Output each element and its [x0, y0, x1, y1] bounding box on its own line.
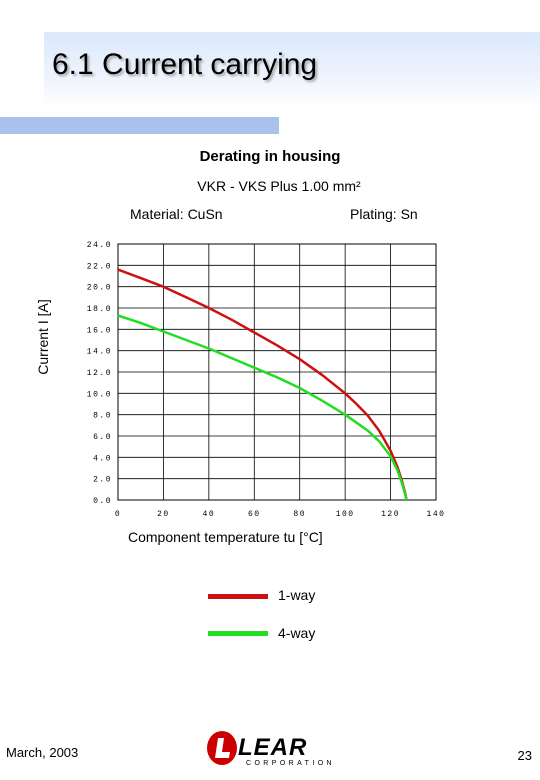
legend-label-1way: 1-way [278, 587, 316, 603]
x-tick-label: 120 [381, 510, 400, 519]
y-tick-label: 0.0 [93, 497, 112, 506]
material-label: Material: CuSn [130, 206, 223, 222]
x-tick-label: 60 [248, 510, 261, 519]
y-tick-label: 18.0 [87, 305, 112, 314]
y-tick-label: 6.0 [93, 433, 112, 442]
series-line-4way [117, 314, 408, 501]
series-line-1way [117, 268, 408, 501]
chart-tick-labels: 0 20 40 60 80 100 120 140 0.0 2.0 4.0 6.0 8.0 10.0 12.… [87, 241, 446, 519]
x-tick-label: 40 [203, 510, 216, 519]
x-tick-label: 20 [157, 510, 170, 519]
x-tick-label: 80 [293, 510, 306, 519]
y-tick-label: 20.0 [87, 284, 112, 293]
y-tick-label: 22.0 [87, 262, 112, 271]
legend-label-4way: 4-way [278, 625, 316, 641]
y-tick-label: 4.0 [93, 454, 112, 463]
x-tick-label: 140 [427, 510, 446, 519]
page-number: 23 [517, 748, 532, 763]
derating-chart: 0 20 40 60 80 100 120 140 0.0 2.0 4.0 6.0 8.0 10.0 12.… [35, 241, 446, 545]
x-tick-label: 0 [115, 510, 121, 519]
chart-series [117, 268, 408, 501]
chart-title: Derating in housing [199, 148, 341, 165]
y-tick-label: 24.0 [87, 241, 112, 250]
y-tick-label: 16.0 [87, 326, 112, 335]
logo-subtext: CORPORATION [246, 760, 335, 767]
y-tick-label: 2.0 [93, 476, 112, 485]
y-tick-label: 8.0 [93, 412, 112, 421]
logo-wordmark: LEAR [238, 734, 308, 761]
plating-label: Plating: Sn [350, 206, 418, 222]
y-axis-label: Current I [A] [35, 299, 51, 374]
legend-swatch-1way [208, 594, 268, 599]
chart-subtitle: VKR - VKS Plus 1.00 mm² [197, 178, 361, 194]
x-axis-label: Component temperature tu [°C] [128, 529, 323, 545]
lear-logo: LEAR CORPORATION [206, 730, 336, 774]
footer-date: March, 2003 [6, 745, 79, 760]
chart-grid [117, 243, 437, 501]
y-tick-label: 12.0 [87, 369, 112, 378]
x-tick-label: 100 [336, 510, 355, 519]
y-tick-label: 14.0 [87, 348, 112, 357]
lear-logo-icon [207, 731, 237, 765]
title-band [44, 32, 540, 108]
y-tick-label: 10.0 [87, 390, 112, 399]
accent-bar [0, 117, 279, 134]
legend-swatch-4way [208, 631, 268, 636]
slide-title: 6.1 Current carrying [52, 48, 318, 81]
